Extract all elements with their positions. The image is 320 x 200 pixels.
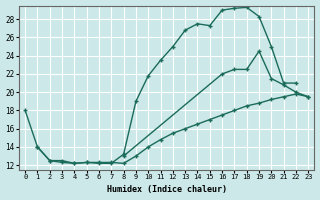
X-axis label: Humidex (Indice chaleur): Humidex (Indice chaleur) (107, 185, 227, 194)
